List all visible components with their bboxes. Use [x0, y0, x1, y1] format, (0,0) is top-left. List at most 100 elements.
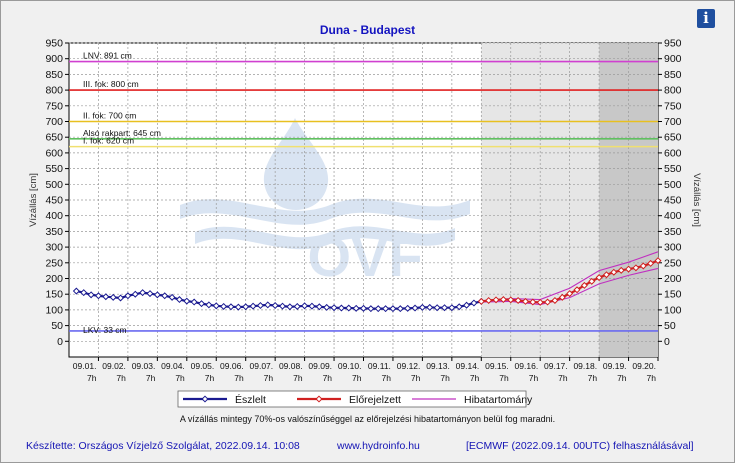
info-icon[interactable]: i — [697, 9, 715, 28]
forecast-point — [617, 266, 625, 274]
observed-point — [205, 301, 213, 309]
y-tick-label: 800 — [45, 85, 63, 97]
y-tick-label-right: 900 — [664, 53, 682, 65]
reference-line-label: LKV: 33 cm — [83, 325, 127, 335]
y-tick-label: 100 — [45, 304, 63, 316]
reference-line-label: I. fok: 620 cm — [83, 136, 134, 146]
y-tick-label: 600 — [45, 147, 63, 159]
x-hour-label: 7h — [352, 373, 362, 383]
x-date-label: 09.04. — [161, 361, 185, 371]
y-tick-label-right: 650 — [664, 132, 682, 144]
x-hour-label: 7h — [264, 373, 274, 383]
x-date-label: 09.19. — [603, 361, 627, 371]
observed-point — [345, 304, 353, 312]
observed-point — [404, 304, 412, 312]
observed-point — [271, 301, 279, 310]
observed-point — [308, 302, 316, 310]
observed-point — [124, 292, 132, 300]
y-tick-label: 250 — [45, 257, 63, 269]
footer-url-link[interactable]: www.hydroinfo.hu — [337, 440, 420, 452]
x-date-label: 09.15. — [485, 361, 509, 371]
x-date-label: 09.12. — [397, 361, 421, 371]
y-tick-label: 0 — [57, 336, 63, 348]
y-axis-title-right: Vízállás [cm] — [691, 173, 702, 227]
observed-point — [175, 296, 183, 304]
y-tick-label-right: 150 — [664, 289, 682, 301]
x-date-label: 09.17. — [544, 361, 568, 371]
observed-point — [418, 303, 426, 311]
forecast-point — [485, 296, 493, 304]
legend-error-band-label: Hibatartomány — [464, 394, 533, 406]
x-hour-label: 7h — [87, 373, 97, 383]
y-tick-label: 300 — [45, 242, 63, 254]
x-hour-label: 7h — [323, 373, 333, 383]
forecast-point — [499, 296, 507, 304]
y-tick-label-right: 450 — [664, 195, 682, 207]
legend-observed-label: Észlelt — [235, 393, 266, 406]
watermark-wave — [180, 198, 470, 225]
x-hour-label: 7h — [529, 373, 539, 383]
forecast-point — [536, 298, 544, 306]
x-date-label: 09.05. — [191, 361, 215, 371]
observed-point — [227, 303, 235, 311]
y-tick-label: 50 — [51, 320, 63, 332]
y-tick-label-right: 350 — [664, 226, 682, 238]
ovf-watermark: OVF — [180, 118, 470, 288]
observed-point — [109, 293, 117, 301]
x-date-label: 09.11. — [368, 361, 391, 371]
x-hour-label: 7h — [234, 373, 244, 383]
x-date-label: 09.08. — [279, 361, 303, 371]
forecast-point — [610, 268, 618, 276]
x-hour-label: 7h — [411, 373, 421, 383]
forecast-point — [647, 259, 655, 267]
x-hour-label: 7h — [381, 373, 391, 383]
x-date-label: 09.16. — [515, 361, 539, 371]
y-tick-label-right: 600 — [664, 147, 682, 159]
forecast-probability-note: A vízállás mintegy 70%-os valószínűségge… — [179, 414, 556, 424]
y-tick-label-right: 800 — [664, 85, 682, 97]
y-tick-label: 550 — [45, 163, 63, 175]
observed-point — [411, 304, 419, 312]
forecast-point — [558, 293, 566, 301]
y-tick-label: 350 — [45, 226, 63, 238]
observed-point — [315, 303, 323, 311]
observed-point — [330, 304, 338, 312]
legend-forecast-marker — [315, 395, 323, 403]
observed-point — [352, 304, 360, 312]
y-tick-label: 900 — [45, 53, 63, 65]
footer-model-note: [ECMWF (2022.09.14. 00UTC) felhasználásá… — [466, 440, 694, 452]
observed-point — [440, 304, 448, 312]
y-tick-label: 650 — [45, 132, 63, 144]
observed-point — [359, 304, 368, 312]
forecast-point — [639, 262, 647, 270]
watermark-drop — [263, 118, 329, 210]
legend-observed-marker — [201, 395, 209, 403]
x-date-label: 09.13. — [426, 361, 450, 371]
forecast-point — [477, 297, 485, 305]
y-tick-label-right: 950 — [664, 38, 682, 50]
observed-point — [293, 302, 301, 310]
y-tick-label-right: 850 — [664, 69, 682, 81]
observed-point — [242, 303, 250, 311]
observed-point — [139, 289, 147, 297]
y-tick-label: 750 — [45, 100, 63, 112]
x-hour-label: 7h — [617, 373, 627, 383]
legend-forecast-label: Előrejelzett — [349, 394, 401, 406]
observed-point — [190, 298, 198, 306]
forecast-point — [654, 257, 662, 265]
x-hour-label: 7h — [470, 373, 480, 383]
observed-point — [102, 293, 110, 301]
y-tick-label-right: 0 — [664, 336, 670, 348]
forecast-point — [529, 298, 537, 306]
y-tick-label-right: 700 — [664, 116, 682, 128]
observed-point — [448, 304, 456, 312]
forecast-point — [514, 296, 522, 304]
observed-point — [389, 305, 397, 313]
x-date-label: 09.02. — [102, 361, 126, 371]
forecast-point — [566, 290, 574, 298]
x-date-label: 09.06. — [220, 361, 244, 371]
x-hour-label: 7h — [440, 373, 450, 383]
observed-point — [367, 305, 375, 313]
observed-point — [153, 291, 161, 299]
observed-point — [256, 301, 264, 310]
